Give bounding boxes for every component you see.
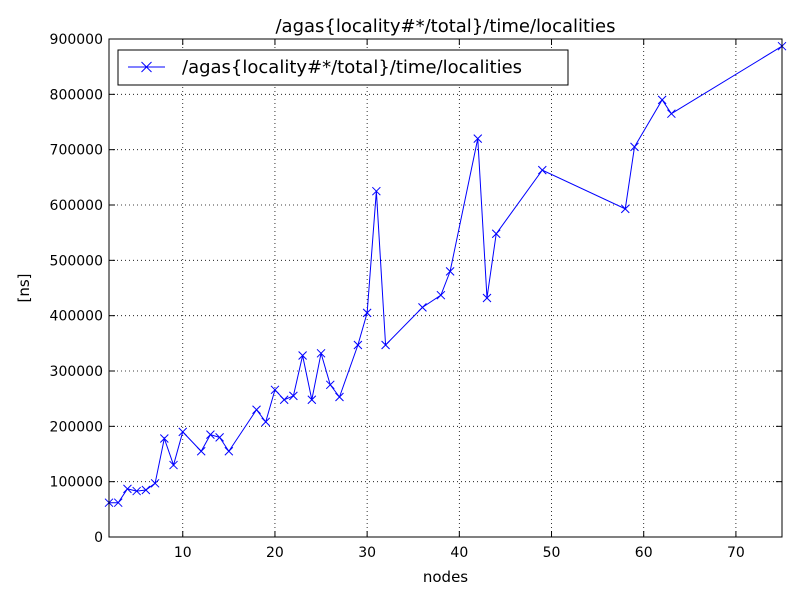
y-tick-label: 900000 (50, 32, 103, 48)
data-point-marker (316, 348, 326, 358)
data-point-marker (206, 430, 215, 439)
axis-ticks (109, 38, 782, 538)
data-point-marker (132, 486, 142, 496)
legend: /agas{locality#*/total}/time/localities (117, 49, 569, 86)
y-tick-label: 700000 (50, 143, 103, 159)
data-point-marker (657, 95, 667, 105)
data-point-marker (537, 165, 547, 175)
y-tick-label: 600000 (50, 198, 103, 214)
y-tick-label: 200000 (50, 419, 103, 435)
data-point-marker (196, 446, 206, 456)
x-tick-label: 40 (450, 545, 468, 561)
data-point-marker (445, 267, 455, 276)
x-tick-label: 10 (174, 545, 192, 561)
data-point-marker (113, 498, 123, 508)
data-point-marker (473, 134, 483, 143)
data-point-marker (482, 293, 492, 303)
data-point-marker (224, 446, 234, 456)
y-tick-label: 0 (94, 530, 103, 546)
legend-marker-icon (141, 61, 152, 73)
plot-frame (108, 38, 783, 538)
legend-box (117, 49, 569, 86)
data-point-marker (279, 395, 289, 405)
y-tick-label: 100000 (50, 475, 103, 491)
data-point-marker (620, 204, 630, 214)
data-series (104, 41, 787, 508)
chart-title: /agas{locality#*/total}/time/localities (275, 16, 615, 37)
data-point-marker (270, 385, 280, 395)
x-tick-label: 30 (358, 545, 376, 561)
data-point-marker (491, 229, 501, 239)
data-point-marker (298, 351, 307, 360)
x-tick-label: 60 (635, 545, 653, 561)
data-point-marker (372, 186, 381, 196)
data-point-marker (353, 340, 363, 350)
grid (109, 39, 782, 537)
data-point-marker (307, 395, 317, 405)
x-tick-label: 50 (543, 545, 561, 561)
data-point-marker (215, 433, 224, 442)
x-tick-label: 20 (266, 545, 284, 561)
data-point-marker (252, 405, 261, 415)
data-point-marker (381, 340, 390, 350)
data-point-marker (123, 484, 132, 494)
data-point-marker (362, 308, 372, 318)
data-point-marker (178, 427, 188, 437)
data-point-marker (436, 290, 446, 300)
y-tick-label: 400000 (50, 309, 103, 325)
y-tick-label: 300000 (50, 364, 103, 380)
data-point-marker (418, 303, 427, 312)
data-point-marker (335, 392, 344, 402)
data-point-marker (289, 391, 298, 401)
x-tick-label: 70 (727, 545, 745, 561)
tick-labels: 10 20 30 40 50 60 70 0 100000 200000 300000 400000 5… (50, 32, 745, 561)
y-tick-label: 500000 (50, 253, 103, 269)
data-point-marker (159, 434, 169, 443)
data-point-marker (325, 380, 335, 390)
data-point-marker (169, 460, 178, 470)
legend-label: /agas{locality#*/total}/time/localities (182, 57, 522, 78)
data-point-marker (141, 485, 151, 495)
data-point-marker (150, 478, 160, 488)
data-point-marker (667, 109, 676, 119)
y-axis-title: [ns] (15, 273, 33, 302)
data-point-marker (261, 417, 271, 427)
data-point-marker (630, 142, 639, 152)
x-axis-title: nodes (423, 568, 468, 586)
y-tick-label: 800000 (50, 87, 103, 103)
